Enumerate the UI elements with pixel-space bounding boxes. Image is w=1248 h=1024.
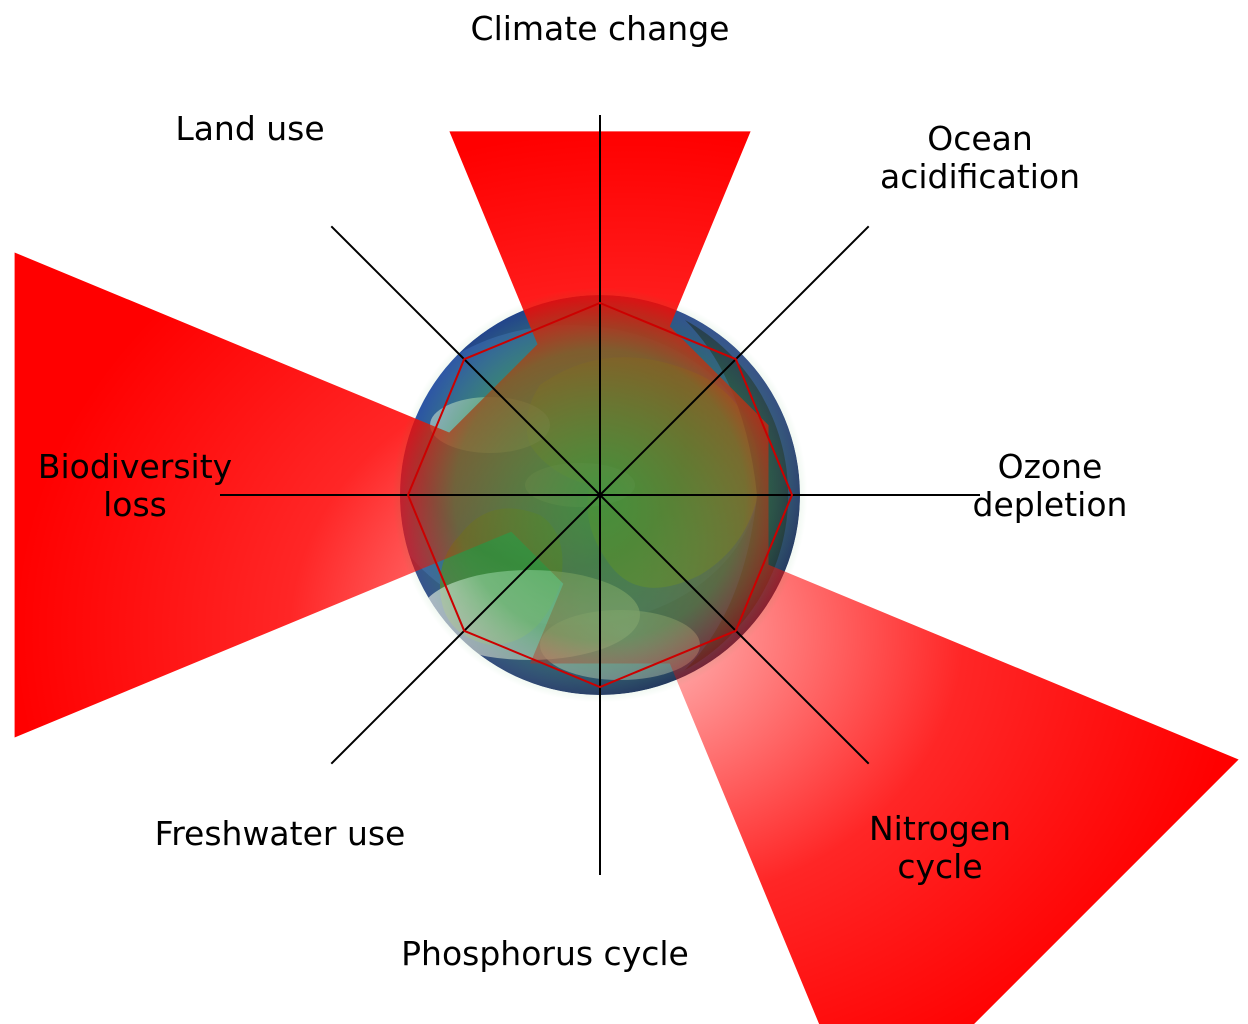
label-freshwater_use: Freshwater use	[155, 814, 406, 853]
label-ozone_depletion: Ozonedepletion	[973, 447, 1128, 524]
planetary-boundaries-diagram: Climate change Oceanacidification Ozonedep…	[0, 0, 1248, 1024]
label-ocean_acidification: Oceanacidification	[880, 119, 1080, 196]
axis-lines	[220, 115, 980, 875]
label-land_use: Land use	[175, 109, 324, 148]
label-climate_change: Climate change	[471, 9, 730, 48]
label-phosphorus_cycle: Phosphorus cycle	[401, 934, 689, 973]
